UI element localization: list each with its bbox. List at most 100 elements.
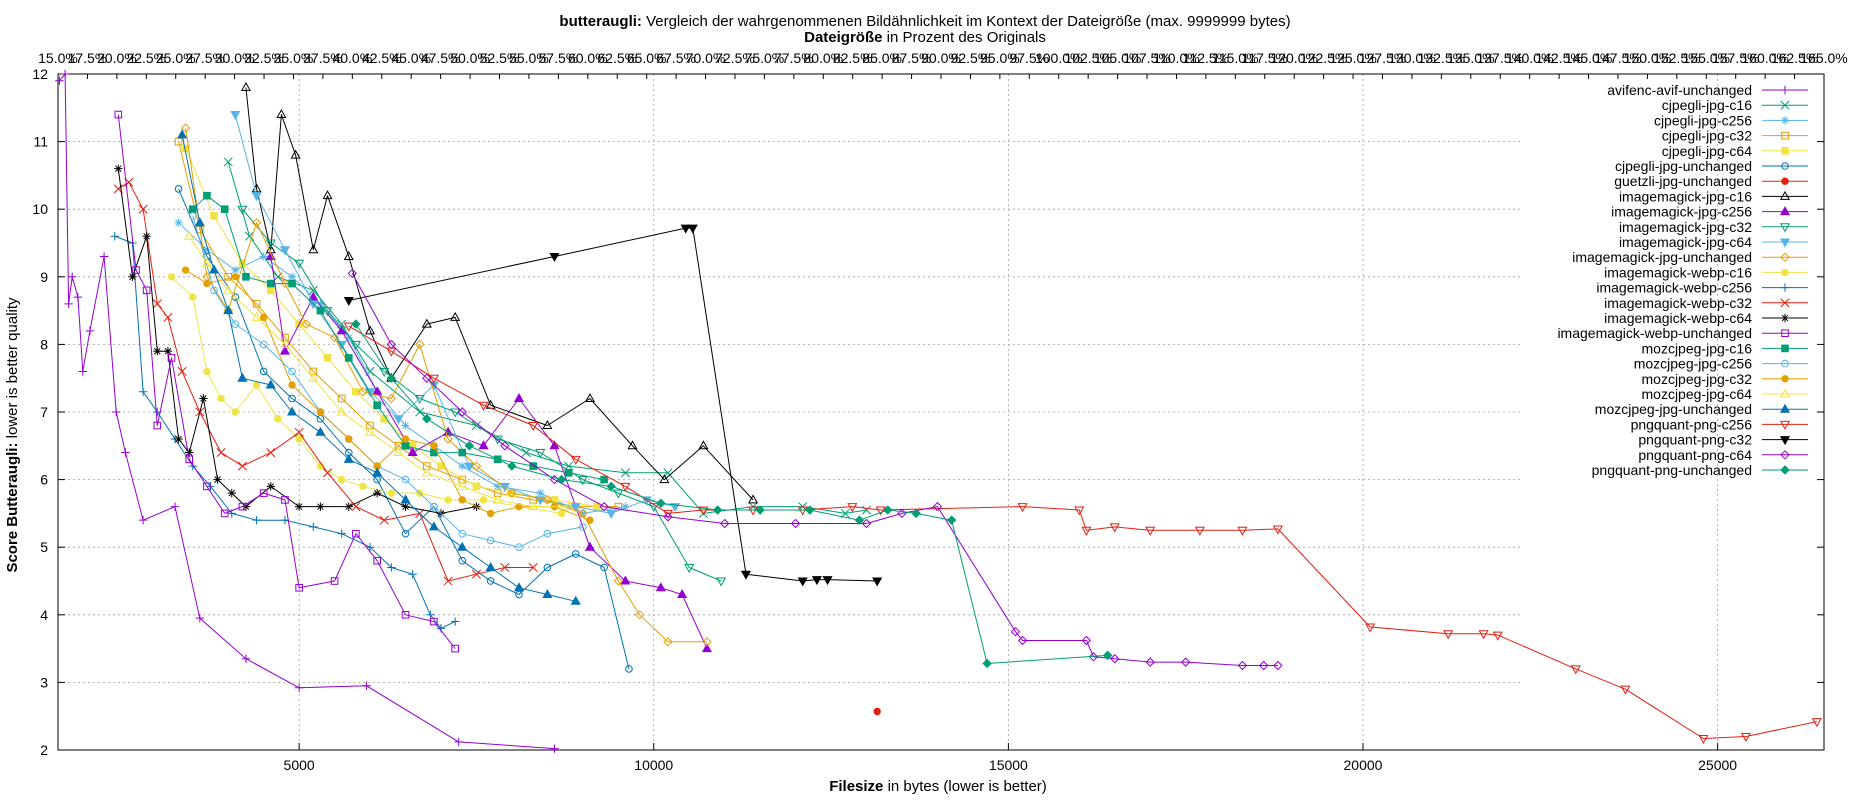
data-point xyxy=(290,149,301,159)
data-point xyxy=(840,508,850,518)
data-point xyxy=(584,541,595,551)
data-point xyxy=(343,322,354,332)
data-point xyxy=(614,502,623,511)
data-point xyxy=(181,266,190,274)
data-point xyxy=(1781,147,1789,155)
top-tick-label: 100.0% xyxy=(1035,50,1082,66)
data-point xyxy=(365,325,376,335)
data-point xyxy=(1081,635,1092,646)
data-point xyxy=(486,536,495,545)
series-pngquant-png-unchanged xyxy=(351,319,1113,669)
data-point xyxy=(535,449,546,459)
data-point xyxy=(1102,650,1113,661)
data-point xyxy=(344,502,353,511)
data-point xyxy=(67,272,77,281)
data-point xyxy=(352,529,360,538)
data-point xyxy=(1570,665,1581,675)
data-point xyxy=(203,191,211,200)
data-point xyxy=(174,434,183,444)
data-point xyxy=(167,273,176,281)
legend-entry: cjpegli-jpg-c32 xyxy=(1662,128,1808,144)
legend-label: mozcjpeg-jpg-c16 xyxy=(1642,340,1753,356)
data-point xyxy=(387,563,396,572)
data-point xyxy=(606,481,616,492)
top-tick-label: 87.5% xyxy=(892,50,932,66)
top-tick-label: 45.0% xyxy=(391,50,431,66)
data-point xyxy=(655,582,666,592)
data-point xyxy=(1620,685,1631,695)
data-point xyxy=(401,475,410,484)
data-point xyxy=(111,407,121,417)
data-point xyxy=(323,354,332,362)
data-point xyxy=(620,482,631,492)
legend-label: pngquant-png-c32 xyxy=(1638,432,1752,448)
data-point xyxy=(237,372,248,382)
data-point xyxy=(1478,630,1489,640)
data-point xyxy=(386,393,397,404)
data-point xyxy=(266,448,276,458)
data-point xyxy=(414,394,425,405)
data-point xyxy=(401,611,410,619)
series-line xyxy=(270,256,708,649)
data-point xyxy=(231,320,240,328)
data-point xyxy=(1780,450,1790,460)
data-point xyxy=(288,279,296,288)
data-point xyxy=(195,613,205,623)
top-tick-label: 132.5% xyxy=(1418,50,1465,66)
data-point xyxy=(663,512,673,522)
data-point xyxy=(698,506,709,516)
data-point xyxy=(386,373,397,383)
legend-label: cjpegli-jpg-c16 xyxy=(1662,97,1752,113)
data-point xyxy=(543,529,552,538)
data-point xyxy=(266,286,275,295)
series-imagemagick-jpg-c256 xyxy=(265,250,713,653)
data-point xyxy=(231,265,240,275)
data-point xyxy=(854,515,865,525)
data-point xyxy=(428,374,439,384)
data-point xyxy=(163,312,173,322)
data-point xyxy=(634,610,645,620)
top-tick-label: 47.5% xyxy=(421,50,461,66)
top-tick-label: 162.5% xyxy=(1771,50,1818,66)
data-point xyxy=(458,556,467,565)
series-line xyxy=(192,195,605,481)
legend-label: cjpegli-jpg-c32 xyxy=(1662,128,1752,144)
series-line xyxy=(178,188,630,670)
series-line xyxy=(355,323,1108,664)
data-point xyxy=(471,569,482,579)
x-tick-label: 5000 xyxy=(284,757,315,773)
data-point xyxy=(365,543,375,552)
data-point xyxy=(60,69,70,79)
legend-label: imagemagick-jpg-c256 xyxy=(1611,204,1752,220)
data-point xyxy=(1781,162,1789,170)
top-tick-label: 25.0% xyxy=(156,50,196,66)
series-line xyxy=(118,181,534,582)
y-tick-label: 9 xyxy=(40,269,48,285)
data-point xyxy=(1811,718,1822,728)
data-point xyxy=(698,440,709,450)
data-point xyxy=(586,516,594,524)
data-point xyxy=(599,501,609,512)
data-point xyxy=(194,217,205,227)
data-point xyxy=(492,435,503,445)
data-point xyxy=(1272,525,1283,535)
series-line xyxy=(242,208,722,582)
y-tick-label: 10 xyxy=(32,201,48,217)
series-imagemagick-webp-unchanged xyxy=(114,110,459,653)
x-tick-label: 25000 xyxy=(1698,757,1737,773)
data-point xyxy=(163,346,173,356)
data-point xyxy=(301,319,311,329)
data-point xyxy=(797,506,808,516)
data-point xyxy=(528,501,539,511)
data-point xyxy=(1779,420,1791,430)
data-point xyxy=(458,461,467,471)
y-tick-label: 3 xyxy=(40,674,48,690)
data-point xyxy=(241,654,251,663)
data-point xyxy=(1781,329,1789,337)
data-point xyxy=(458,475,467,484)
legend-entry: imagemagick-webp-c64 xyxy=(1604,310,1808,326)
data-point xyxy=(1780,313,1790,323)
data-point xyxy=(180,123,191,133)
data-point xyxy=(373,401,381,410)
data-point xyxy=(408,570,417,579)
